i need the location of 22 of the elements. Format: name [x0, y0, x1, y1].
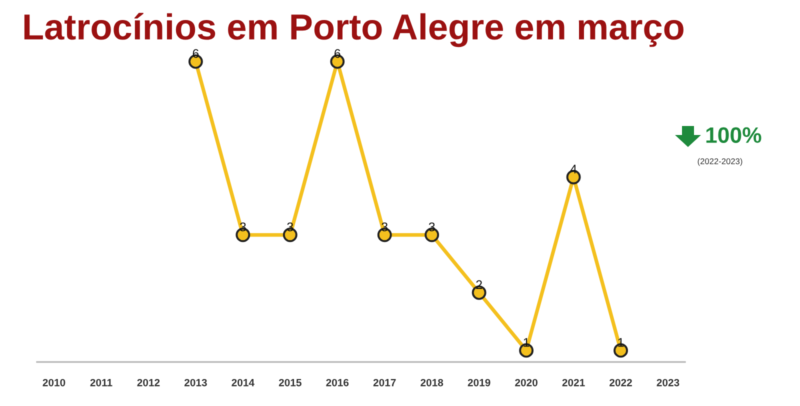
data-label: 3 [240, 222, 246, 232]
x-tick-label: 2011 [90, 378, 112, 386]
data-label: 3 [287, 222, 294, 232]
x-tick-label: 2013 [184, 378, 207, 386]
text: (2022-2023) [698, 158, 742, 166]
x-tick-label: 2010 [42, 378, 66, 386]
chart-title: Latrocínios em Porto Alegre em março [24, 12, 684, 48]
x-tick-label: 2020 [515, 378, 538, 386]
x-tick-label: 2021 [562, 378, 585, 386]
x-tick-label: 2023 [656, 378, 680, 386]
x-tick-label: 2017 [373, 378, 396, 386]
data-label: 1 [524, 338, 530, 347]
data-label: 3 [382, 222, 388, 232]
x-tick-label: 2019 [468, 378, 490, 386]
x-tick-label: 2012 [137, 378, 160, 386]
text: 100% [706, 127, 762, 143]
data-label: 1 [618, 338, 624, 347]
x-tick-label: 2014 [232, 378, 254, 386]
x-tick-label: 2022 [610, 378, 632, 386]
x-tick-label: 2016 [326, 378, 349, 386]
x-tick-label: 2015 [278, 378, 302, 386]
x-tick-label: 2018 [420, 378, 444, 386]
